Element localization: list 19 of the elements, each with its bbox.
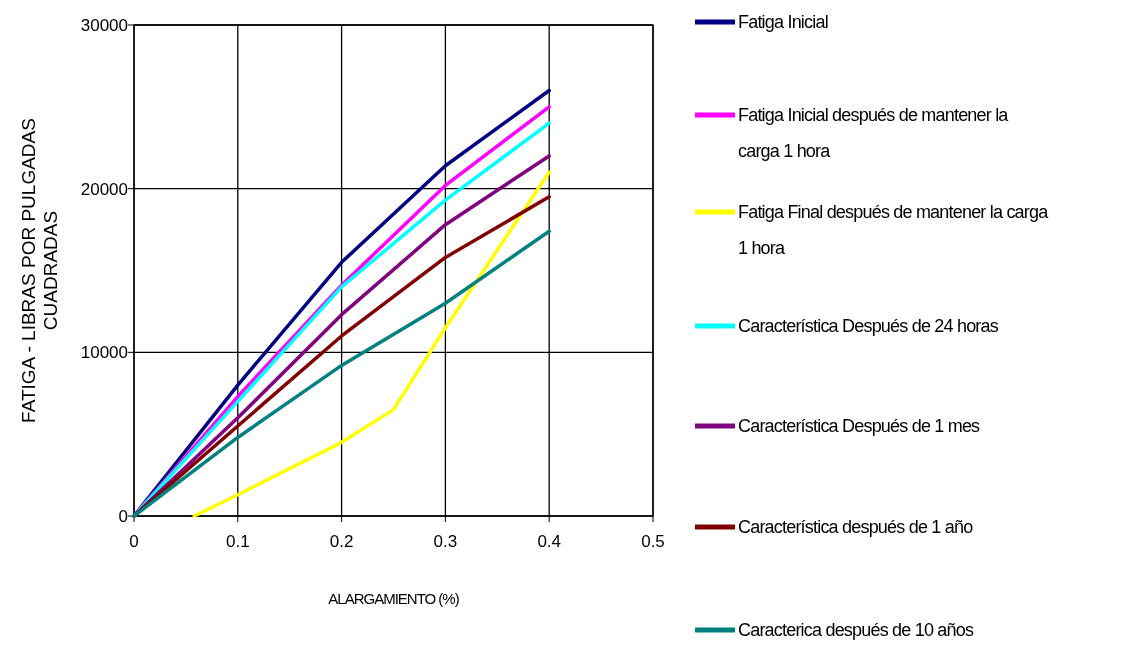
x-tick-label: 0.2 xyxy=(329,532,354,551)
y-tick-label: 20000 xyxy=(80,179,128,199)
y-tick-label: 0 xyxy=(118,507,128,526)
legend-label: Fatiga Final después de mantener la carga 1 hora xyxy=(738,202,1050,258)
x-axis-title: ALARGAMIENTO (%) xyxy=(328,590,460,607)
y-tick-label: 30000 xyxy=(80,16,128,35)
legend-label: Característica Después de 24 horas xyxy=(738,316,999,336)
x-tick-label: 0.4 xyxy=(537,532,562,551)
x-tick-label: 0.1 xyxy=(225,532,250,551)
y-axis-title: FATIGA - LIBRAS POR PULGADAS CUADRADAS xyxy=(18,118,61,423)
line-series xyxy=(192,170,551,518)
legend-label: Caracterica después de 10 años xyxy=(738,620,974,640)
legend-label: Característica Después de 1 mes xyxy=(738,416,981,436)
legend-label: Fatiga Inicial después de mantener la carga 1 hora xyxy=(738,105,1010,161)
legend-label: Fatiga Inicial xyxy=(738,12,828,32)
x-tick-label: 0.3 xyxy=(433,532,458,551)
legend-label: Característica después de 1 año xyxy=(738,517,974,537)
y-tick-label: 10000 xyxy=(80,343,128,363)
x-tick-label: 0.5 xyxy=(641,532,665,551)
